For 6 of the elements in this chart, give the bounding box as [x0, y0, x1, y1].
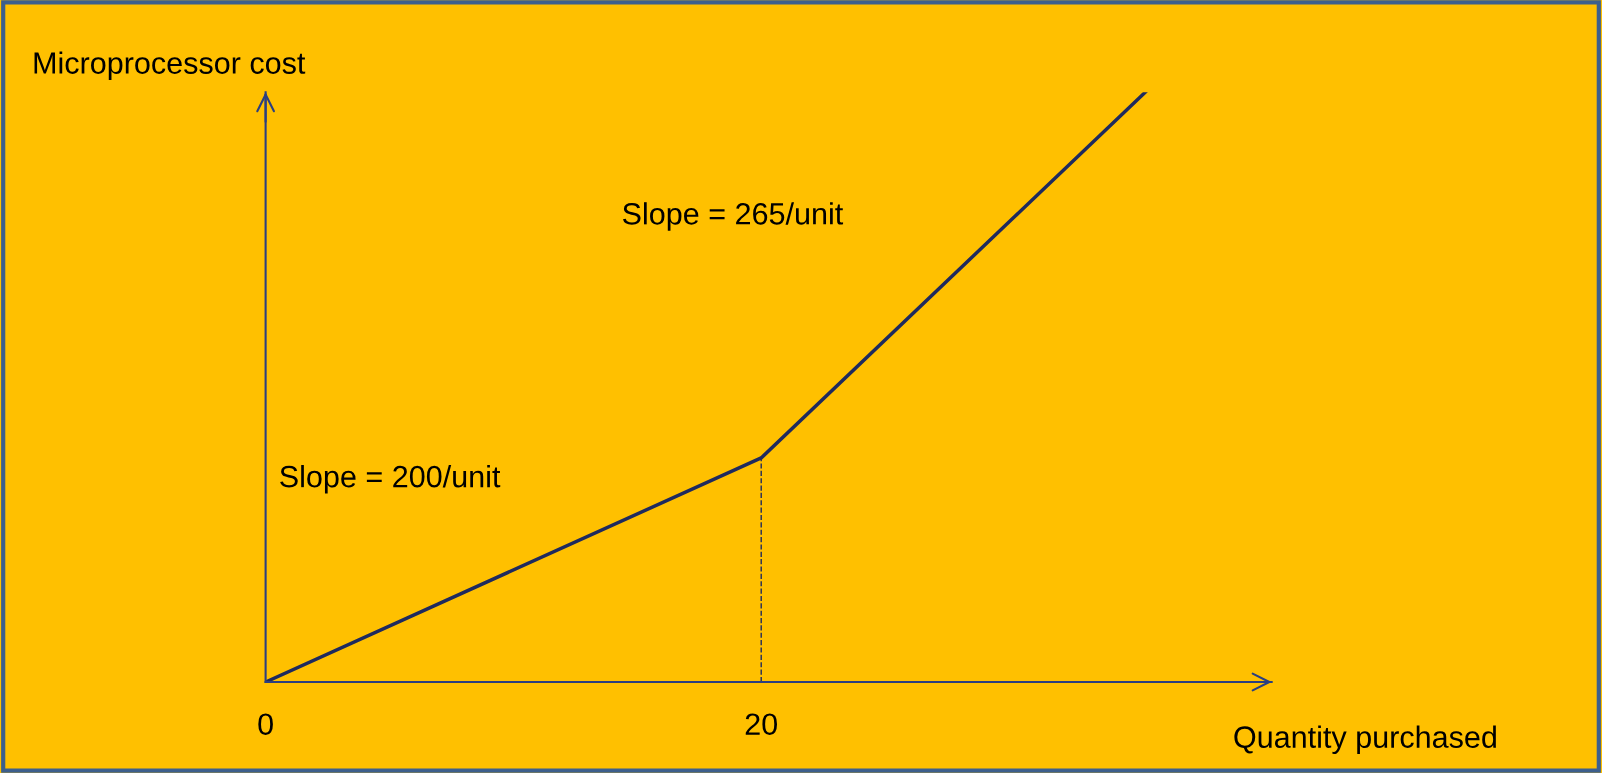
- x-tick-label: 20: [745, 713, 778, 736]
- x-tick-label: 0: [258, 713, 273, 736]
- annotation: Slope = 200/unit: [280, 465, 501, 494]
- x-axis-title: Quantity purchased: [1234, 725, 1496, 754]
- annotation: Slope = 265/unit: [622, 202, 844, 231]
- y-axis-title: Microprocessor cost: [34, 51, 306, 80]
